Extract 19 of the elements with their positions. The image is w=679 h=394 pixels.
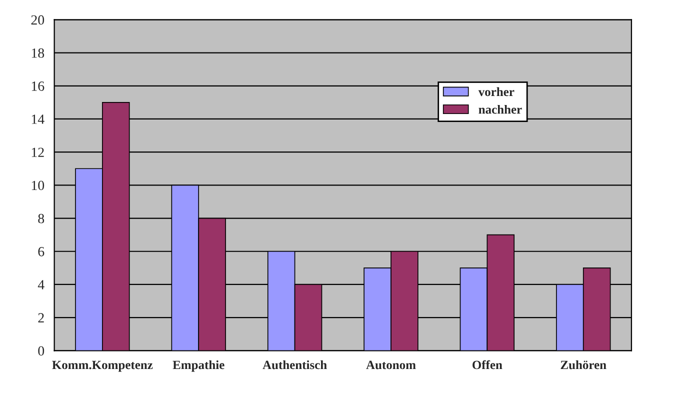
y-tick-label: 18 [32, 48, 44, 58]
x-tick-label: Empathie [172, 360, 224, 372]
y-tick-label: 12 [32, 148, 44, 157]
y-tick-label: 4 [38, 280, 44, 290]
y-tick-label: 6 [38, 246, 44, 256]
x-tick-label: Komm.Kompetenz [52, 360, 153, 372]
y-tick-label: 0 [38, 346, 44, 356]
y-tick-label: 16 [32, 82, 44, 91]
x-tick-label: Offen [472, 360, 502, 370]
legend-label: nachher [478, 104, 522, 114]
y-tick-label: 10 [32, 180, 44, 190]
x-tick-label: Autonom [366, 360, 416, 370]
y-tick-label: 2 [38, 313, 44, 322]
y-tick-label: 14 [32, 114, 44, 124]
legend-label: vorher [478, 87, 514, 96]
x-tick-label: Zuhören [560, 360, 606, 370]
x-tick-label: Authentisch [262, 360, 327, 370]
y-tick-label: 20 [31, 15, 44, 25]
y-tick-label: 8 [38, 214, 44, 224]
